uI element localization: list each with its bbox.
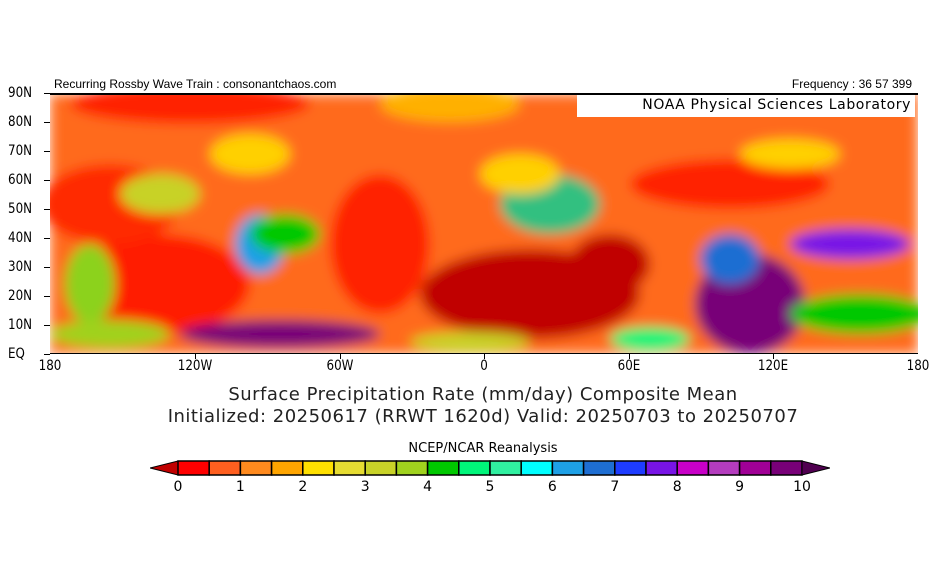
colorbar-swatch <box>770 460 803 476</box>
lat-label: 50N <box>8 201 33 217</box>
colorbar-over-triangle <box>801 460 830 476</box>
colorbar-tick-label: 4 <box>423 479 433 495</box>
lat-label: 80N <box>8 114 33 130</box>
lon-label: 60E <box>617 358 641 374</box>
lat-label: EQ <box>8 346 25 362</box>
colorbar-swatch <box>208 460 242 476</box>
colorbar-tick-label: 9 <box>735 479 745 495</box>
colorbar-swatch <box>395 460 429 476</box>
header-left-text: Recurring Rossby Wave Train : consonantc… <box>54 77 337 91</box>
lon-label: 180 <box>906 358 930 374</box>
colorbar-tick-label: 3 <box>360 479 370 495</box>
colorbar-tick-label: 7 <box>610 479 620 495</box>
colorbar-swatch <box>707 460 741 476</box>
colorbar-swatch <box>614 460 647 476</box>
lon-label: 0 <box>480 358 488 374</box>
colorbar-swatch <box>270 460 304 476</box>
colorbar-swatch <box>239 460 273 476</box>
colorbar-tick-label: 6 <box>547 479 557 495</box>
colorbar-tick-label: 2 <box>298 479 308 495</box>
colorbar-swatch <box>333 460 366 476</box>
colorbar-swatch <box>364 460 398 476</box>
noaa-label: NOAA Physical Sciences Laboratory <box>577 95 915 117</box>
lat-label: 10N <box>8 317 33 333</box>
colorbar-swatch <box>738 460 772 476</box>
precipitation-map <box>50 94 918 354</box>
map-frame <box>50 93 918 354</box>
colorbar-swatch <box>302 460 335 476</box>
colorbar-swatch <box>426 460 460 476</box>
colorbar-swatch <box>489 460 522 476</box>
lat-label: 90N <box>8 85 33 101</box>
colorbar-tick-label: 1 <box>235 479 245 495</box>
colorbar-swatch <box>551 460 585 476</box>
map-title: Surface Precipitation Rate (mm/day) Comp… <box>228 384 738 405</box>
lat-label: 20N <box>8 288 33 304</box>
lon-label: 120E <box>757 358 789 374</box>
colorbar-swatch <box>177 460 210 476</box>
colorbar-swatch <box>458 460 491 476</box>
lat-label: 30N <box>8 259 33 275</box>
colorbar-tick-label: 10 <box>793 479 811 495</box>
lat-label: 60N <box>8 172 33 188</box>
lon-label: 120W <box>177 358 213 374</box>
header-right-text: Frequency : 36 57 399 <box>791 77 912 91</box>
colorbar-swatch <box>676 460 710 476</box>
colorbar-label: NCEP/NCAR Reanalysis <box>408 441 558 456</box>
lat-label: 70N <box>8 143 33 159</box>
colorbar-tick-label: 0 <box>173 479 183 495</box>
colorbar-swatch <box>582 460 616 476</box>
colorbar-swatch <box>520 460 554 476</box>
colorbar <box>150 460 830 476</box>
colorbar-under-triangle <box>150 460 179 476</box>
colorbar-tick-label: 8 <box>672 479 682 495</box>
colorbar-tick-label: 5 <box>485 479 495 495</box>
colorbar-swatch <box>645 460 678 476</box>
lon-label: 60W <box>326 358 354 374</box>
lat-label: 40N <box>8 230 33 246</box>
map-subtitle: Initialized: 20250617 (RRWT 1620d) Valid… <box>167 406 799 427</box>
lon-label: 180 <box>38 358 62 374</box>
